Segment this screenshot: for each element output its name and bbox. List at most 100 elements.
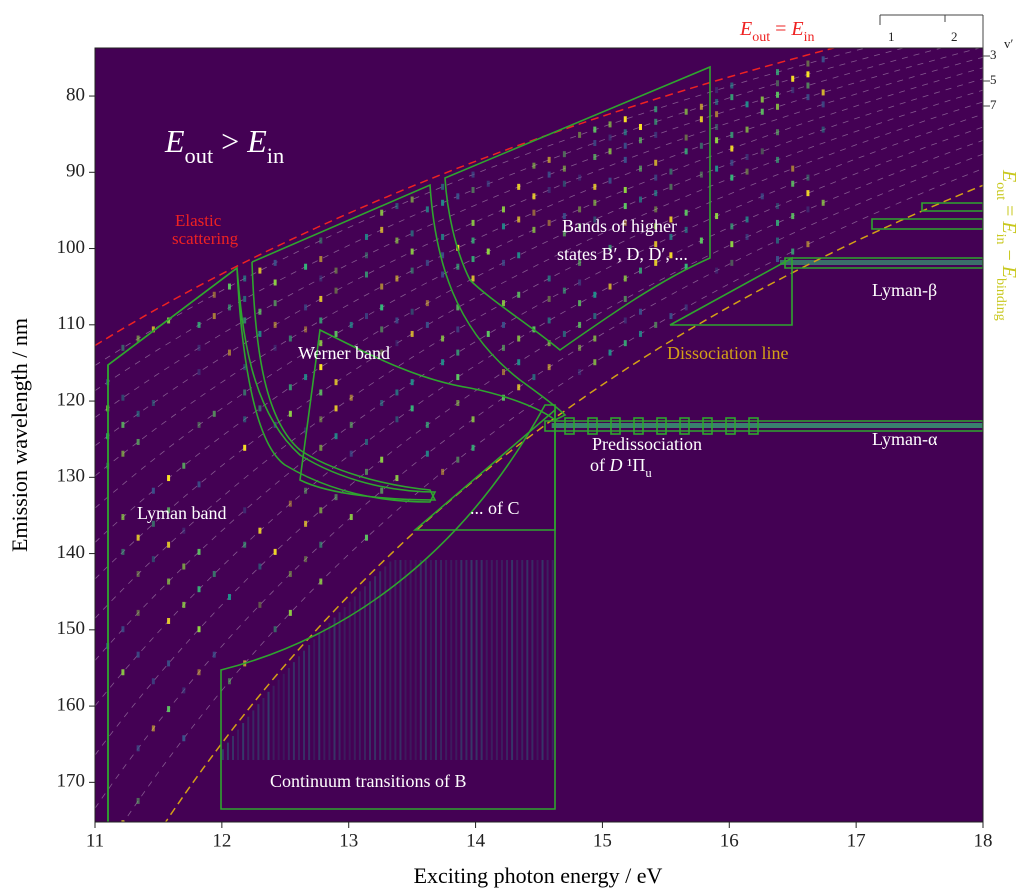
emission-spot xyxy=(669,183,673,190)
emission-spot xyxy=(730,174,734,181)
emission-spot xyxy=(638,165,642,172)
annotation-part: = xyxy=(770,18,791,40)
band-guide xyxy=(123,168,983,822)
emission-spot xyxy=(471,444,475,451)
emission-spot xyxy=(258,601,262,608)
annotation-part: u xyxy=(645,466,652,480)
emission-spot xyxy=(212,291,216,298)
emission-spot xyxy=(182,687,186,694)
elastic-line xyxy=(95,48,837,347)
emission-spot xyxy=(212,570,216,577)
annotation: 2 xyxy=(951,29,958,44)
emission-spot xyxy=(471,219,475,226)
annotation-part: E xyxy=(739,18,752,40)
emission-spot xyxy=(380,283,384,290)
emission-spot xyxy=(562,230,566,237)
emission-spot xyxy=(121,669,125,676)
emission-spot xyxy=(684,134,688,141)
band-guide xyxy=(95,78,983,543)
emission-spot xyxy=(501,300,505,307)
emission-spot xyxy=(547,171,551,178)
emission-spot xyxy=(151,556,155,563)
emission-spot xyxy=(745,168,749,175)
emission-spot xyxy=(197,626,201,633)
emission-spot xyxy=(258,527,262,534)
lyman-beta-band xyxy=(784,257,983,269)
continuum-stripe xyxy=(506,560,509,760)
emission-spot xyxy=(258,308,262,315)
emission-spot xyxy=(775,91,779,98)
emission-spot xyxy=(547,364,551,371)
emission-spot xyxy=(395,340,399,347)
x-axis-label: Exciting photon energy / eV xyxy=(414,863,663,888)
emission-spot xyxy=(760,193,764,200)
emission-spot xyxy=(319,444,323,451)
band-guide xyxy=(95,153,983,809)
continuum-stripe xyxy=(516,560,519,760)
emission-spot xyxy=(410,196,414,203)
emission-spot xyxy=(212,313,216,320)
emission-spot xyxy=(745,233,749,240)
y-axis-label: Emission wavelength / nm xyxy=(7,318,32,552)
continuum-stripe xyxy=(389,561,392,760)
emission-spot xyxy=(136,438,140,445)
annotation: v′ xyxy=(1004,36,1014,51)
emission-spot xyxy=(304,263,308,270)
continuum-stripe xyxy=(475,560,478,760)
emission-spot xyxy=(441,183,445,190)
emission-spot xyxy=(517,252,521,259)
emission-spot xyxy=(349,514,353,521)
emission-spot xyxy=(654,131,658,138)
emission-spot xyxy=(608,177,612,184)
band-guide xyxy=(95,67,983,509)
emission-spot xyxy=(136,335,140,342)
continuum-stripe xyxy=(226,742,229,760)
emission-spot xyxy=(638,308,642,315)
emission-spot xyxy=(471,275,475,282)
emission-spot xyxy=(532,209,536,216)
emission-spot xyxy=(334,405,338,412)
emission-spot xyxy=(623,275,627,282)
continuum-stripe xyxy=(272,685,275,760)
emission-spot xyxy=(669,313,673,320)
emission-spot xyxy=(684,108,688,115)
emission-spot xyxy=(517,359,521,366)
emission-spot xyxy=(684,263,688,270)
emission-spot xyxy=(684,148,688,155)
emission-spot xyxy=(775,80,779,87)
c-region xyxy=(412,408,556,531)
emission-spot xyxy=(167,578,171,585)
emission-spot xyxy=(593,183,597,190)
emission-spot xyxy=(791,248,795,255)
y-tick-label: 100 xyxy=(57,237,86,258)
emission-spot xyxy=(273,279,277,286)
annotation: Eout = Ein − Ebinding xyxy=(993,169,1020,321)
emission-spot xyxy=(441,233,445,240)
emission-spot xyxy=(578,131,582,138)
emission-spot xyxy=(593,199,597,206)
continuum-stripe xyxy=(424,560,427,760)
continuum-stripe xyxy=(328,622,331,760)
emission-spot xyxy=(243,389,247,396)
annotation: Werner band xyxy=(298,343,390,363)
lyman-region xyxy=(107,266,437,822)
emission-spot xyxy=(425,450,429,457)
emission-spot xyxy=(364,468,368,475)
emission-spot xyxy=(730,223,734,230)
emission-spot xyxy=(167,475,171,482)
predissociation-box xyxy=(564,417,575,435)
y-tick-label: 130 xyxy=(57,466,86,487)
emission-spot xyxy=(456,374,460,381)
emission-spot xyxy=(349,394,353,401)
emission-spot xyxy=(562,213,566,220)
emission-spot xyxy=(775,219,779,226)
emission-spot xyxy=(684,209,688,216)
emission-spot xyxy=(486,330,490,337)
emission-spot xyxy=(593,291,597,298)
continuum-stripe xyxy=(404,560,407,760)
emission-spot xyxy=(167,507,171,514)
band-guide xyxy=(95,126,983,707)
annotation-part: E xyxy=(790,18,803,40)
emission-spot xyxy=(121,450,125,457)
emission-spot xyxy=(243,416,247,423)
